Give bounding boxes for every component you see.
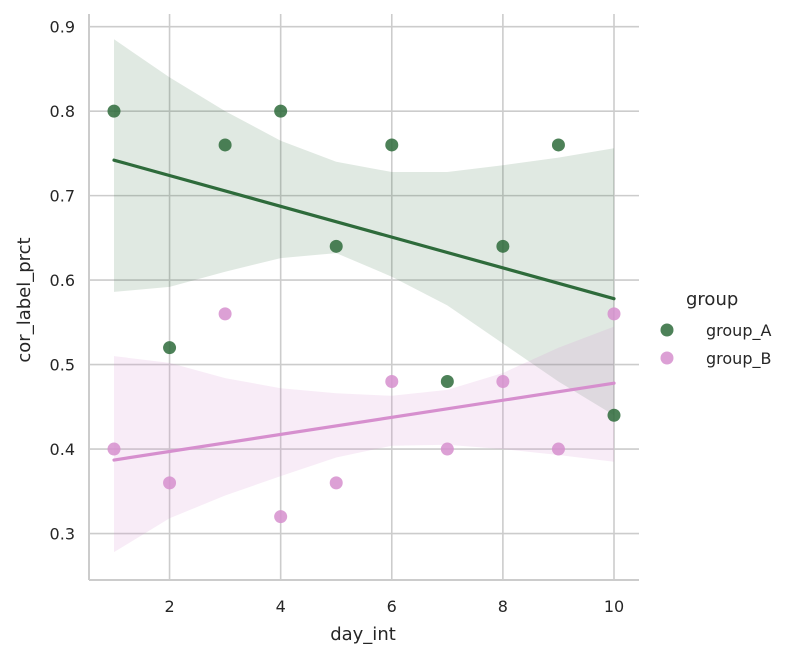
legend-marker-group-b (660, 351, 674, 365)
regression-line-group-a (112, 158, 616, 301)
confidence-band-group-b (114, 326, 614, 553)
legend-label-group-b: group_B (706, 349, 771, 369)
point-group-b (218, 307, 232, 321)
point-group-b (551, 442, 565, 456)
y-tick-label: 0.4 (50, 440, 75, 459)
y-tick-label: 0.6 (50, 271, 75, 290)
point-group-b (385, 374, 399, 388)
point-group-b (496, 374, 510, 388)
y-axis-ticks: 0.3 0.4 0.5 0.6 0.7 0.8 0.9 (50, 18, 75, 544)
legend-title: group (686, 289, 738, 310)
x-tick-label: 4 (276, 597, 286, 616)
legend-marker-group-a (660, 323, 674, 337)
point-group-b (274, 510, 288, 524)
point-group-a (440, 374, 454, 388)
y-tick-label: 0.7 (50, 187, 75, 206)
data-points (107, 104, 621, 524)
point-group-a (163, 341, 177, 355)
point-group-a (274, 104, 288, 118)
x-tick-label: 10 (604, 597, 624, 616)
x-tick-label: 8 (498, 597, 508, 616)
x-axis-label: day_int (330, 624, 396, 645)
y-tick-label: 0.8 (50, 102, 75, 121)
point-group-a (218, 138, 232, 152)
axis-spines (88, 14, 639, 581)
point-group-b (163, 476, 177, 490)
y-tick-label: 0.3 (50, 525, 75, 544)
point-group-a (607, 408, 621, 422)
point-group-b (440, 442, 454, 456)
point-group-a (496, 239, 510, 253)
point-group-b (607, 307, 621, 321)
x-tick-label: 6 (387, 597, 397, 616)
legend-label-group-a: group_A (706, 321, 771, 341)
confidence-bands (114, 39, 614, 553)
confidence-band-group-a (114, 39, 614, 416)
y-tick-label: 0.9 (50, 18, 75, 37)
point-group-a (551, 138, 565, 152)
y-axis-label: cor_label_prct (14, 237, 35, 362)
x-axis-ticks: 2 4 6 8 10 (164, 597, 624, 616)
regression-lines (112, 158, 616, 462)
point-group-a (107, 104, 121, 118)
x-tick-label: 2 (164, 597, 174, 616)
point-group-a (385, 138, 399, 152)
y-tick-label: 0.5 (50, 356, 75, 375)
point-group-b (329, 476, 343, 490)
legend: group group_A group_B (660, 289, 771, 369)
point-group-a (329, 239, 343, 253)
regression-line-group-b (112, 381, 616, 462)
point-group-b (107, 442, 121, 456)
